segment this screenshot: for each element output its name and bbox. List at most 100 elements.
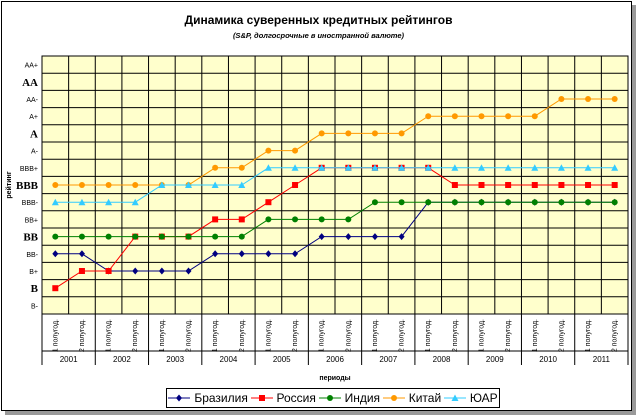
- legend-marker: [176, 394, 183, 402]
- chart-legend: Бразилия Россия Индия Китай ЮАР: [166, 388, 500, 408]
- y-tick-label: A: [30, 128, 38, 140]
- x-period-label: 2 полугод.: [239, 319, 246, 352]
- data-point: [424, 164, 432, 171]
- y-tick-label: B+: [29, 269, 38, 276]
- data-point: [478, 113, 485, 120]
- x-year-label: 2009: [486, 355, 504, 364]
- series-line: [55, 201, 615, 238]
- series-3: [52, 199, 618, 240]
- data-point: [78, 233, 85, 240]
- y-tick-label: BBB: [16, 180, 39, 192]
- data-point: [451, 113, 458, 120]
- data-point: [52, 182, 59, 188]
- data-point: [318, 216, 325, 223]
- data-point: [52, 233, 59, 240]
- data-point: [505, 182, 512, 188]
- data-point: [398, 199, 405, 206]
- data-point: [238, 216, 245, 223]
- data-point: [238, 233, 245, 240]
- data-point: [105, 182, 112, 188]
- data-point: [132, 182, 139, 188]
- chart-subtitle: (S&P, долгосрочные в иностранной валюте): [232, 31, 405, 40]
- x-year-label: 2010: [539, 355, 557, 364]
- data-point: [212, 233, 219, 240]
- legend-item: ЮАР: [443, 391, 498, 405]
- x-period-label: 2 полугод.: [452, 319, 459, 352]
- series-5: [51, 164, 619, 206]
- y-tick-label: BB-: [26, 252, 38, 259]
- x-axis-label: периоды: [319, 375, 350, 382]
- legend-marker: [451, 394, 459, 401]
- y-tick-label: BBB-: [22, 200, 39, 207]
- data-point: [158, 233, 165, 240]
- x-period-label: 1 полугод.: [159, 319, 166, 352]
- data-point: [52, 285, 59, 292]
- data-point: [78, 182, 85, 188]
- data-point: [318, 164, 326, 171]
- data-point: [371, 199, 378, 206]
- data-point: [265, 147, 272, 154]
- data-point: [611, 96, 618, 102]
- data-point: [185, 267, 192, 275]
- legend-item: Китай: [382, 391, 442, 405]
- legend-swatch: [443, 394, 466, 401]
- data-point: [291, 164, 299, 171]
- x-year-label: 2007: [379, 355, 397, 364]
- data-point: [78, 198, 86, 206]
- data-point: [131, 198, 139, 206]
- legend-label: Россия: [276, 391, 316, 405]
- x-year-label: 2001: [60, 355, 78, 364]
- data-point: [557, 164, 565, 171]
- data-point: [78, 268, 85, 274]
- data-point: [505, 199, 512, 206]
- data-point: [451, 182, 458, 188]
- x-period-label: 1 полугод.: [319, 319, 326, 352]
- data-point: [531, 199, 538, 206]
- chart-title: Динамика суверенных кредитных рейтингов: [184, 13, 453, 27]
- series-line: [55, 98, 615, 186]
- y-axis-label: рейтинг: [5, 171, 13, 198]
- data-point: [292, 147, 299, 154]
- data-point: [158, 181, 166, 188]
- legend-swatch: [168, 394, 191, 402]
- y-tick-label: B-: [31, 303, 39, 310]
- data-point: [265, 250, 272, 258]
- data-point: [478, 164, 485, 171]
- data-point: [585, 96, 592, 102]
- legend-swatch: [250, 395, 273, 401]
- legend-item: Россия: [250, 391, 316, 405]
- legend-marker: [390, 395, 397, 401]
- data-point: [451, 164, 459, 171]
- data-point: [611, 164, 619, 171]
- x-year-label: 2003: [166, 355, 184, 364]
- x-period-label: 2 полугод.: [79, 319, 86, 352]
- data-point: [265, 216, 272, 223]
- data-point: [371, 130, 378, 137]
- data-point: [238, 164, 245, 171]
- data-point: [292, 216, 299, 223]
- data-point: [264, 164, 272, 171]
- legend-label: Китай: [408, 391, 442, 405]
- x-period-label: 1 полугод.: [479, 319, 486, 352]
- x-period-label: 1 полугод.: [425, 319, 432, 352]
- data-point: [425, 113, 432, 120]
- x-period-label: 2 полугод.: [132, 319, 139, 352]
- series-line: [55, 167, 615, 203]
- data-point: [371, 164, 379, 171]
- data-point: [132, 267, 139, 275]
- x-period-label: 2 полугод.: [558, 319, 565, 352]
- x-period-label: 1 полугод.: [212, 319, 219, 352]
- data-point: [212, 164, 219, 171]
- data-point: [585, 199, 592, 206]
- data-point: [158, 267, 165, 275]
- legend-swatch: [318, 395, 341, 401]
- data-point: [78, 250, 85, 258]
- data-point: [238, 181, 246, 188]
- data-point: [531, 113, 538, 120]
- data-point: [585, 182, 592, 188]
- y-tick-label: BB+: [25, 217, 38, 224]
- data-point: [185, 233, 192, 240]
- x-period-label: 1 полугод.: [106, 319, 113, 352]
- x-period-label: 2 полугод.: [345, 319, 352, 352]
- y-tick-label: B: [31, 283, 39, 295]
